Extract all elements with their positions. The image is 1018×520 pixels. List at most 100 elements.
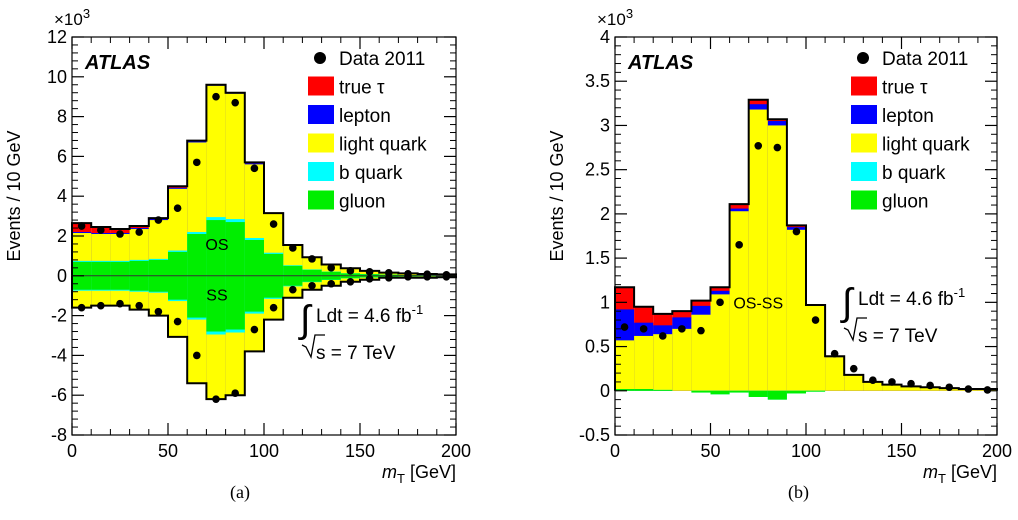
panel-a-data-point xyxy=(308,255,316,263)
panel-b-data-point xyxy=(831,350,839,358)
panel-a-region-label-ss: SS xyxy=(206,288,227,305)
panel-b-legend-label: light quark xyxy=(882,135,970,156)
panel-a-os-bar-gluon xyxy=(110,262,129,276)
panel-b-ytick-label: 1.5 xyxy=(585,248,610,268)
panel-a-ss-bar-gluon xyxy=(72,276,91,290)
panel-a-data-point xyxy=(366,275,374,283)
panel-a-data-point xyxy=(423,273,431,281)
panel-a-ss-bar-gluon xyxy=(322,276,341,280)
panel-a-data-point xyxy=(366,268,374,276)
panel-a-xtick-label: 150 xyxy=(345,441,375,461)
panel-b-legend-label: true τ xyxy=(882,78,928,99)
panel-b-xtick-label: 150 xyxy=(886,441,916,461)
panel-a-legend-label: gluon xyxy=(339,192,386,213)
panel-a-os-bar-gluon xyxy=(149,260,168,276)
panel-a-data-point xyxy=(212,93,220,101)
panel-a-xtick-label: 100 xyxy=(249,441,279,461)
panel-a-os-bar-gluon xyxy=(168,252,187,276)
panel-b-bar-light-quark xyxy=(787,230,806,391)
panel-b-x-axis-title: mT [GeV] xyxy=(923,462,997,486)
panel-b-data-point xyxy=(984,386,992,394)
panel-a-ss-bar-gluon xyxy=(187,276,206,318)
panel-b-bar-light-quark xyxy=(768,125,787,390)
panel-a-data-point xyxy=(308,282,316,290)
panel-a-ss-bar-gluon xyxy=(245,276,264,312)
panel-a-ytick-label: -2 xyxy=(51,306,67,326)
panel-a-data-point xyxy=(270,220,278,228)
panel-a-legend-data-label: Data 2011 xyxy=(339,49,425,70)
panel-b-data-point xyxy=(945,383,953,391)
panel-a-energy-text: s = 7 TeV xyxy=(316,343,396,364)
panel-b-legend-swatch xyxy=(851,105,877,124)
panel-b-data-point xyxy=(869,376,877,384)
panel-a-os-bar-gluon xyxy=(283,266,302,276)
panel-b-legend-swatch xyxy=(851,191,877,210)
panel-a-legend-swatch xyxy=(308,191,334,210)
panel-a-data-point xyxy=(193,159,201,167)
panel-a-ytick-label: 4 xyxy=(57,186,67,206)
panel-a-x-axis-title: mT [GeV] xyxy=(382,462,456,486)
panel-a-data-point xyxy=(174,204,182,212)
panel-a-legend-swatch xyxy=(308,77,334,96)
panel-b-bar-light-quark xyxy=(691,315,710,391)
panel-a-data-point xyxy=(78,304,86,312)
panel-b-ytick-label: 0.5 xyxy=(585,337,610,357)
panel-a-ss-bar-gluon xyxy=(168,276,187,300)
panel-a-lumi-text: Ldt = 4.6 fb-1 xyxy=(316,302,423,327)
panel-b-bar-gluon xyxy=(634,389,653,391)
panel-b-data-point xyxy=(735,241,743,249)
panel-a-legend-swatch xyxy=(308,105,334,124)
panel-a-ytick-label: 12 xyxy=(47,27,67,47)
panel-b-data-point xyxy=(697,327,705,335)
panel-b-bar-gluon xyxy=(787,391,806,394)
panel-b-atlas-label: ATLAS xyxy=(627,52,694,74)
panel-b-ytick-label: 2 xyxy=(600,204,610,224)
panel-b-energy-text: s = 7 TeV xyxy=(858,326,938,347)
panel-a-ss-bar-gluon xyxy=(264,276,283,298)
panel-a-data-point xyxy=(212,395,220,403)
panel-a-ytick-label: 8 xyxy=(57,107,67,127)
panel-b-data-point xyxy=(907,380,915,388)
panel-a-ytick-label: 10 xyxy=(47,67,67,87)
panel-a-ss-bar-gluon xyxy=(149,276,168,292)
panel-b-y-axis-title: Events / 10 GeV xyxy=(547,130,567,261)
panel-a-legend-swatch xyxy=(308,134,334,153)
panel-a-data-point xyxy=(193,352,201,360)
panel-b-legend-label: lepton xyxy=(882,106,934,127)
panel-a-data-point xyxy=(327,264,335,272)
panel-a-os-bar-gluon xyxy=(245,240,264,276)
panel-b-bar-light-quark xyxy=(653,334,672,391)
panel-a-ss-bar-gluon xyxy=(130,276,149,291)
panel-a-xtick-label: 50 xyxy=(158,441,178,461)
panel-a-ss-bar-gluon xyxy=(302,276,321,282)
panel-b-data-point xyxy=(888,378,896,386)
panel-b-ytick-label: 0 xyxy=(600,381,610,401)
panel-a-data-point xyxy=(251,165,259,173)
panel-a-ytick-label: -8 xyxy=(51,425,67,445)
panel-a-data-point xyxy=(385,274,393,282)
panel-a-data-point xyxy=(270,304,278,312)
panel-b-data-point xyxy=(812,316,820,324)
panel-a-data-point xyxy=(174,318,182,326)
panel-a-data-point xyxy=(404,273,412,281)
panel-a-legend-swatch xyxy=(308,162,334,181)
panel-a-xtick-label: 200 xyxy=(441,441,471,461)
panel-b-xtick-label: 200 xyxy=(982,441,1012,461)
panel-a-legend-label: b quark xyxy=(339,163,403,184)
panel-a-os-bar-gluon xyxy=(302,270,321,276)
panel-b-xtick-label: 0 xyxy=(610,441,620,461)
panel-b-data-point xyxy=(926,382,934,390)
panel-a-region-label-os: OS xyxy=(205,237,228,254)
panel-b-legend-data-marker xyxy=(857,52,869,64)
panel-a-data-point xyxy=(155,308,163,316)
panel-b-ytick-label: 1 xyxy=(600,292,610,312)
panel-b-bar-gluon xyxy=(806,391,825,392)
panel-b-legend-label: b quark xyxy=(882,163,946,184)
panel-b-data-point xyxy=(659,332,667,340)
panel-b-ytick-label: 2.5 xyxy=(585,160,610,180)
panel-a-legend-data-marker xyxy=(314,52,326,64)
panel-a-os-bar-gluon xyxy=(130,261,149,276)
panel-b-bar-gluon xyxy=(653,390,672,391)
panel-a-legend-label: light quark xyxy=(339,135,427,156)
